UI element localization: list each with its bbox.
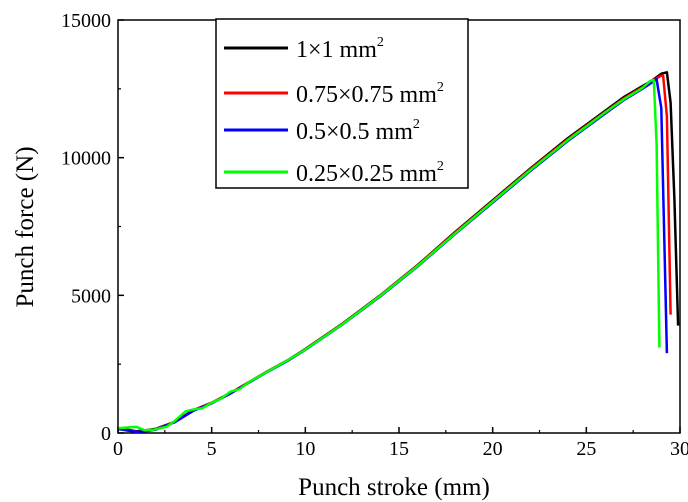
x-tick-label: 30 (670, 438, 688, 460)
legend-label-1: 1×1 mm2 (296, 35, 384, 63)
legend-label-2: 0.75×0.75 mm2 (296, 80, 444, 108)
legend-label-superscript: 2 (377, 35, 384, 50)
x-tick-label: 10 (295, 438, 315, 460)
x-axis-title: Punch stroke (mm) (298, 474, 490, 501)
x-tick-label: 15 (389, 438, 409, 460)
series-layer (117, 71, 680, 434)
legend-label-3: 0.5×0.5 mm2 (296, 117, 420, 145)
legend-label-superscript: 2 (413, 117, 420, 132)
y-tick-label: 10000 (61, 148, 111, 170)
y-tick-label: 0 (101, 423, 111, 445)
x-tick-label: 5 (207, 438, 217, 460)
legend-label-superscript: 2 (437, 159, 444, 174)
y-tick-label: 5000 (71, 285, 111, 307)
axis-ticks: 0 5 10 15 20 25 30 0 5000 10000 15000 (61, 10, 688, 460)
series-line-4 (117, 78, 661, 432)
legend-label-4: 0.25×0.25 mm2 (296, 159, 444, 187)
y-axis-title: Punch force (N) (12, 146, 39, 307)
legend-label-superscript: 2 (437, 80, 444, 95)
y-tick-label: 15000 (61, 10, 111, 32)
x-tick-label: 20 (483, 438, 503, 460)
x-tick-label: 0 (113, 438, 123, 460)
legend: 1×1 mm2 0.75×0.75 mm2 0.5×0.5 mm2 0.25×0.25… (215, 18, 469, 189)
x-tick-label: 25 (576, 438, 596, 460)
